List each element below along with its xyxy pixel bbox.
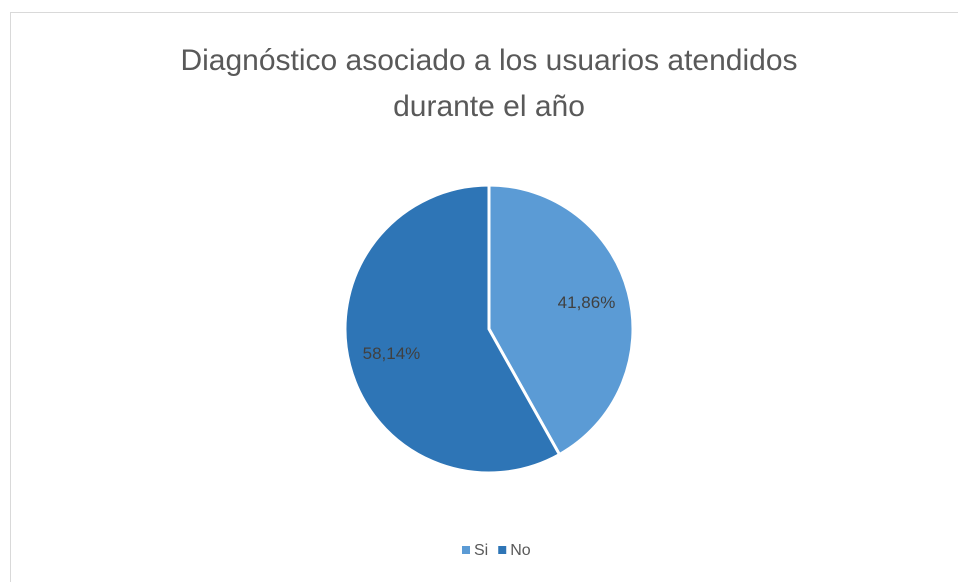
data-label: 58,14% [363, 344, 421, 363]
chart-border [10, 12, 958, 582]
legend-swatch [462, 546, 470, 554]
legend-label: Si [474, 542, 488, 559]
pie-slice [343, 183, 562, 475]
legend-swatch [498, 546, 507, 554]
data-label: 41,86% [558, 293, 616, 312]
chart-title: Diagnóstico asociado a los usuarios aten… [180, 44, 798, 123]
pie-slice [487, 183, 635, 457]
legend-label: No [510, 542, 531, 559]
